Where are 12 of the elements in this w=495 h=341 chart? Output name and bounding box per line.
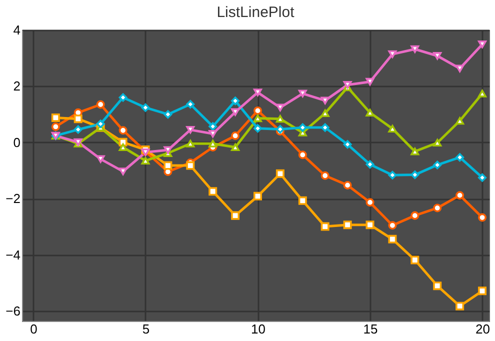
y-tick-label: 0: [13, 134, 20, 150]
chart-title: ListLinePlot: [216, 4, 296, 21]
y-tick-label: 2: [13, 78, 20, 94]
x-tick-label: 10: [251, 322, 266, 336]
x-tick-label: 5: [142, 322, 150, 336]
x-tick-label: 15: [363, 322, 378, 336]
x-tick-label: 0: [30, 322, 38, 336]
x-tick-label: 20: [476, 322, 490, 336]
y-tick-label: −6: [6, 304, 20, 319]
y-tick-label: 4: [13, 22, 20, 38]
y-tick-label: −4: [6, 247, 20, 262]
y-tick-label: −2: [6, 191, 20, 206]
